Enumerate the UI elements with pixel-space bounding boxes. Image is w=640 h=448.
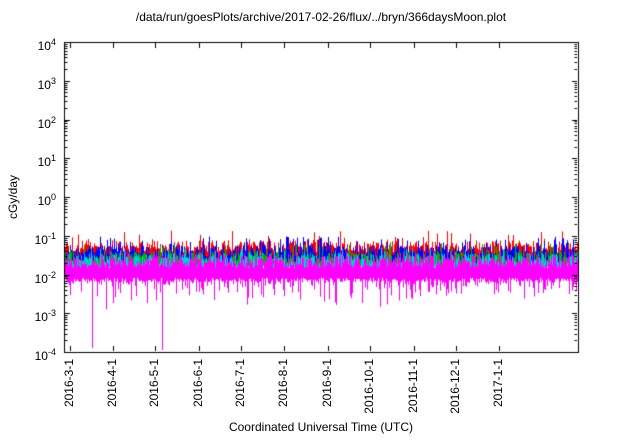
y-tick-label: 104 bbox=[37, 37, 56, 53]
y-tick-label: 10-4 bbox=[34, 347, 56, 363]
y-tick-label: 100 bbox=[37, 192, 56, 208]
y-tick-label: 10-1 bbox=[34, 230, 56, 247]
x-tick-label: 2016-7-1 bbox=[232, 359, 247, 408]
y-tick-label: 102 bbox=[37, 114, 56, 131]
chart-title: /data/run/goesPlots/archive/2017-02-26/f… bbox=[135, 10, 507, 24]
x-tick-label: 2016-4-1 bbox=[105, 359, 120, 408]
x-tick-label: 2016-3-1 bbox=[61, 359, 76, 408]
x-tick-label: 2016-10-1 bbox=[362, 359, 377, 414]
x-tick-label: 2016-9-1 bbox=[320, 359, 335, 408]
y-tick-label: 10-3 bbox=[34, 308, 56, 325]
x-tick-label: 2016-8-1 bbox=[276, 359, 291, 408]
x-tick-label: 2017-1-1 bbox=[491, 359, 506, 408]
x-tick-label: 2016-5-1 bbox=[147, 359, 162, 408]
y-tick-label: 10-2 bbox=[34, 269, 56, 286]
y-tick-label: 103 bbox=[37, 75, 56, 92]
x-tick-label: 2016-6-1 bbox=[190, 359, 205, 408]
x-axis-label: Coordinated Universal Time (UTC) bbox=[228, 420, 414, 434]
x-tick-label: 2016-12-1 bbox=[447, 359, 462, 414]
y-tick-label: 101 bbox=[37, 153, 56, 170]
x-tick-label: 2016-11-1 bbox=[405, 359, 420, 413]
